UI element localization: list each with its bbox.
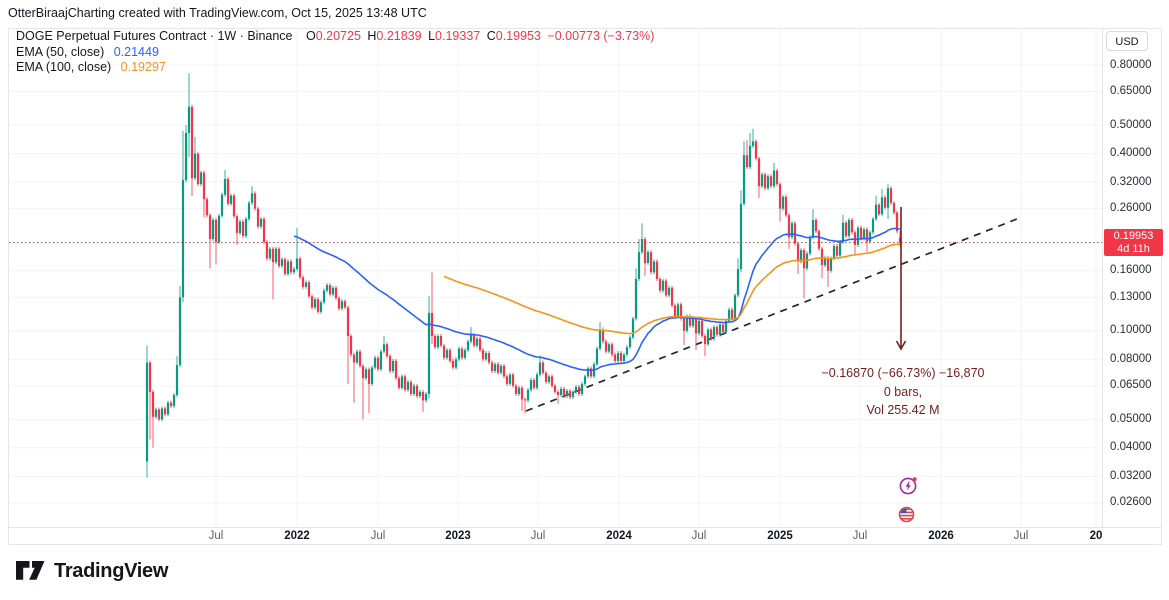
ohlc-close-value: 0.19953 — [495, 29, 541, 43]
measurement-line-bars: 0 bars, — [883, 384, 923, 399]
candles — [145, 73, 902, 478]
ema100-label: EMA (100, close) — [16, 60, 112, 74]
measurement-annotation: −0.16870 (−66.73%) −16,870 0 bars, Vol 2… — [822, 364, 985, 420]
currency-button[interactable]: USD — [1106, 31, 1148, 51]
time-axis-year-label: 2026 — [928, 530, 954, 542]
ohlc-close-label: C — [486, 29, 496, 43]
measurement-line-volume: Vol 255.42 M — [866, 403, 940, 417]
time-axis-year-label: 20 — [1089, 530, 1103, 542]
price-tick-label: 0.32000 — [1110, 175, 1152, 188]
time-axis-month-label: Jul — [370, 530, 386, 542]
current-price-tag: 0.19953 4d 11h — [1104, 229, 1163, 256]
ohlc-high-label: H — [367, 29, 377, 43]
ema50-label: EMA (50, close) — [16, 45, 105, 59]
ohlc-low-label: L — [428, 29, 436, 43]
symbol-title: DOGE Perpetual Futures Contract · 1W · B… — [16, 29, 293, 43]
price-tick-label: 0.26000 — [1110, 202, 1152, 215]
price-tick-label: 0.08000 — [1110, 352, 1152, 365]
gridlines — [9, 29, 1102, 526]
time-axis-month-label: Jul — [208, 530, 224, 542]
chart-frame — [8, 28, 1162, 545]
time-axis-year-label: 2024 — [606, 530, 632, 542]
price-axis[interactable]: 0.80000 0.65000 0.50000 0.40000 0.32000 0.260… — [1103, 28, 1169, 527]
measurement-arrowhead — [895, 340, 907, 351]
current-price-value: 0.19953 — [1113, 230, 1154, 242]
price-tick-label: 0.16000 — [1110, 264, 1152, 277]
price-tick-label: 0.13000 — [1110, 290, 1152, 303]
ohlc-open-value: 0.20725 — [315, 29, 361, 43]
us-flag-emoji-icon[interactable] — [897, 505, 916, 524]
price-axis-separator — [1102, 28, 1103, 527]
price-tick-label: 0.02600 — [1110, 496, 1152, 509]
ema50-legend: EMA (50, close) 0.21449 — [16, 45, 159, 59]
ema100-legend: EMA (100, close) 0.19297 — [16, 60, 166, 74]
time-axis-year-label: 2025 — [767, 530, 793, 542]
tradingview-logo-text: TradingView — [54, 560, 169, 582]
price-tick-label: 0.40000 — [1110, 147, 1152, 160]
ema50-value: 0.21449 — [113, 45, 159, 59]
price-tick-label: 0.05000 — [1110, 412, 1152, 425]
price-tick-label: 0.80000 — [1110, 58, 1152, 71]
ohlc-low-value: 0.19337 — [435, 29, 481, 43]
price-tick-label: 0.03200 — [1110, 469, 1152, 482]
price-tick-label: 0.06500 — [1110, 379, 1152, 392]
measurement-line-price: −0.16870 (−66.73%) −16,870 — [821, 366, 985, 380]
change-value: −0.00773 (−3.73%) — [547, 29, 655, 43]
tradingview-logo-icon — [16, 560, 45, 580]
time-axis-month-label: Jul — [1013, 530, 1029, 542]
ohlc-high-value: 0.21839 — [376, 29, 422, 43]
lightning-emoji-icon[interactable] — [898, 475, 919, 496]
symbol-legend: DOGE Perpetual Futures Contract · 1W · B… — [16, 29, 654, 43]
time-axis-month-label: Jul — [530, 530, 546, 542]
trendline-drawing — [525, 218, 1018, 412]
price-tick-label: 0.50000 — [1110, 118, 1152, 131]
ema50-line — [293, 227, 901, 371]
time-axis-year-label: 2022 — [284, 530, 310, 542]
ohlc-open-label: O — [305, 29, 316, 43]
attribution-text: OtterBiraajCharting created with Trading… — [8, 6, 427, 20]
ema100-line — [443, 243, 900, 335]
tradingview-logo[interactable]: TradingView — [16, 560, 168, 583]
price-tick-label: 0.65000 — [1110, 85, 1152, 98]
price-tick-label: 0.04000 — [1110, 441, 1152, 454]
price-tick-label: 0.10000 — [1110, 324, 1152, 337]
time-axis[interactable]: Jul 2022 Jul 2023 Jul 2024 Jul 2025 Jul 2026 Jul 20 — [8, 527, 1103, 545]
time-axis-year-label: 2023 — [445, 530, 471, 542]
time-axis-month-label: Jul — [852, 530, 868, 542]
bar-countdown: 4d 11h — [1117, 243, 1150, 255]
time-axis-separator — [8, 527, 1162, 528]
time-axis-month-label: Jul — [691, 530, 707, 542]
ema100-value: 0.19297 — [120, 60, 166, 74]
